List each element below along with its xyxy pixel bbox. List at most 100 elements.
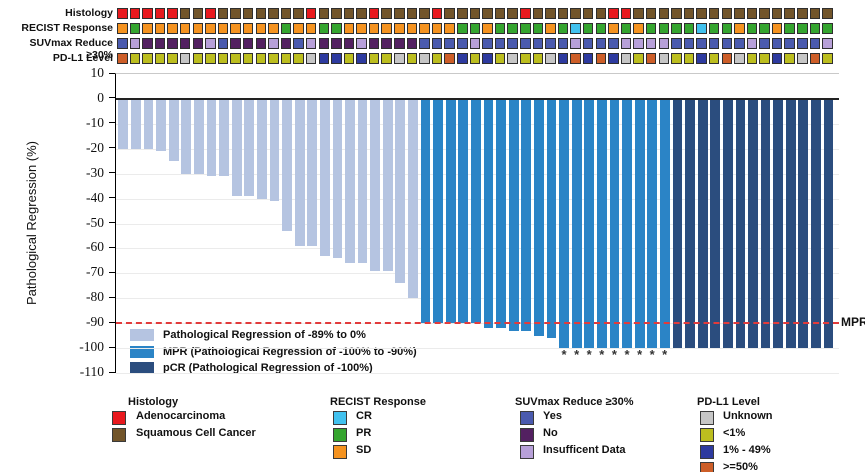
track-cell-pdl1 [368, 53, 380, 64]
track-cells-suvmax [117, 38, 839, 49]
track-cell-pdl1 [268, 53, 279, 64]
track-cell-suvmax [457, 38, 468, 49]
track-cell-histology [809, 8, 821, 19]
bar-light [294, 99, 305, 246]
bar-pcr [722, 99, 733, 349]
plot-area: Pathological Regression of -89% to 0% MP… [115, 73, 865, 374]
asterisk-marker: * [649, 347, 655, 362]
track-cell-suvmax [217, 38, 229, 49]
track-cell-histology [406, 8, 418, 19]
track-cell-pdl1 [570, 53, 581, 64]
legend-title-2: RECIST Response [330, 396, 426, 408]
y-tick-label: -10 [86, 114, 104, 130]
asterisk-marker: * [599, 347, 605, 362]
track-cell-histology [721, 8, 732, 19]
asterisk-marker: * [611, 347, 617, 362]
track-cell-suvmax [721, 38, 732, 49]
y-tick-label: -90 [86, 314, 104, 330]
track-cell-recist [532, 23, 544, 34]
track-cell-recist [570, 23, 581, 34]
track-cell-suvmax [268, 38, 279, 49]
track-cell-recist [318, 23, 329, 34]
track-cell-recist [721, 23, 732, 34]
track-cell-recist [255, 23, 267, 34]
track-cell-histology [734, 8, 745, 19]
track-cell-histology [343, 8, 355, 19]
bar-legend-item-mpr: MPR (Pathological Regression of -100% to… [130, 343, 417, 358]
track-cell-suvmax [205, 38, 216, 49]
track-cell-pdl1 [620, 53, 632, 64]
track-cell-pdl1 [217, 53, 229, 64]
legend-item-label: Unknown [723, 410, 773, 422]
track-cell-histology [205, 8, 216, 19]
track-cell-pdl1 [469, 53, 481, 64]
track-cell-recist [394, 23, 405, 34]
bar-pcr [748, 99, 758, 349]
track-cell-histology [633, 8, 644, 19]
track-cell-recist [482, 23, 493, 34]
track-cell-pdl1 [595, 53, 607, 64]
track-cell-pdl1 [645, 53, 657, 64]
track-cell-histology [532, 8, 544, 19]
bar-legend-item-light: Pathological Regression of -89% to 0% [130, 326, 366, 341]
track-cell-recist [746, 23, 758, 34]
legend-title-3: SUVmax Reduce ≥30% [515, 396, 634, 408]
track-cell-recist [658, 23, 670, 34]
track-cell-recist [494, 23, 506, 34]
track-cell-suvmax [797, 38, 808, 49]
y-tick-label: -110 [79, 364, 104, 379]
track-cell-histology [457, 8, 468, 19]
bar-light [332, 99, 343, 259]
track-cell-pdl1 [545, 53, 556, 64]
legend-swatch [520, 411, 534, 425]
bar-mpr [546, 99, 557, 339]
bar-pcr [760, 99, 771, 349]
track-cell-recist [545, 23, 556, 34]
bar-mpr [433, 99, 444, 324]
track-cell-suvmax [557, 38, 569, 49]
y-tick [109, 172, 115, 174]
track-cell-pdl1 [242, 53, 254, 64]
y-tick [109, 246, 115, 248]
bar-light [118, 99, 129, 149]
legend-swatch-pcr-blue [130, 361, 154, 374]
legend-item-label: Insufficent Data [543, 444, 626, 456]
track-cell-suvmax [293, 38, 304, 49]
track-cell-suvmax [255, 38, 267, 49]
legend-swatch [700, 462, 714, 472]
bar-light [156, 99, 166, 152]
track-cell-pdl1 [671, 53, 682, 64]
asterisk-marker: * [637, 347, 643, 362]
track-cell-suvmax [419, 38, 430, 49]
track-cell-pdl1 [708, 53, 720, 64]
track-cell-suvmax [784, 38, 795, 49]
legend-item-label: No [543, 427, 558, 439]
track-cell-pdl1 [192, 53, 204, 64]
bar-pcr [811, 99, 821, 349]
track-cell-suvmax [343, 38, 355, 49]
track-cell-histology [318, 8, 329, 19]
track-cell-suvmax [305, 38, 317, 49]
zero-line [116, 97, 839, 100]
bar-legend-label: Pathological Regression of -89% to 0% [163, 328, 366, 341]
y-tick-label: -70 [86, 264, 104, 280]
track-cell-suvmax [507, 38, 518, 49]
asterisk-marker: * [624, 347, 630, 362]
track-label-suvmax: SUVmax Reduce ≥30% [29, 37, 113, 61]
legend-item-label: SD [356, 444, 372, 456]
track-cell-histology [570, 8, 581, 19]
bar-mpr [471, 99, 481, 324]
legend-swatch-light-blue [130, 328, 154, 341]
track-cell-recist [154, 23, 166, 34]
y-tick [109, 72, 115, 74]
legend-item-label: >=50% [723, 461, 758, 472]
track-cell-recist [356, 23, 367, 34]
track-cell-histology [154, 8, 166, 19]
bar-light [193, 99, 204, 174]
track-cell-recist [557, 23, 569, 34]
track-cell-suvmax [331, 38, 342, 49]
y-tick-label: -40 [86, 189, 104, 205]
bar-light [357, 99, 368, 264]
y-tick-label: -20 [86, 139, 104, 155]
